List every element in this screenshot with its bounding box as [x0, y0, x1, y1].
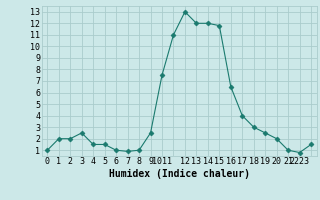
X-axis label: Humidex (Indice chaleur): Humidex (Indice chaleur)	[109, 169, 250, 179]
